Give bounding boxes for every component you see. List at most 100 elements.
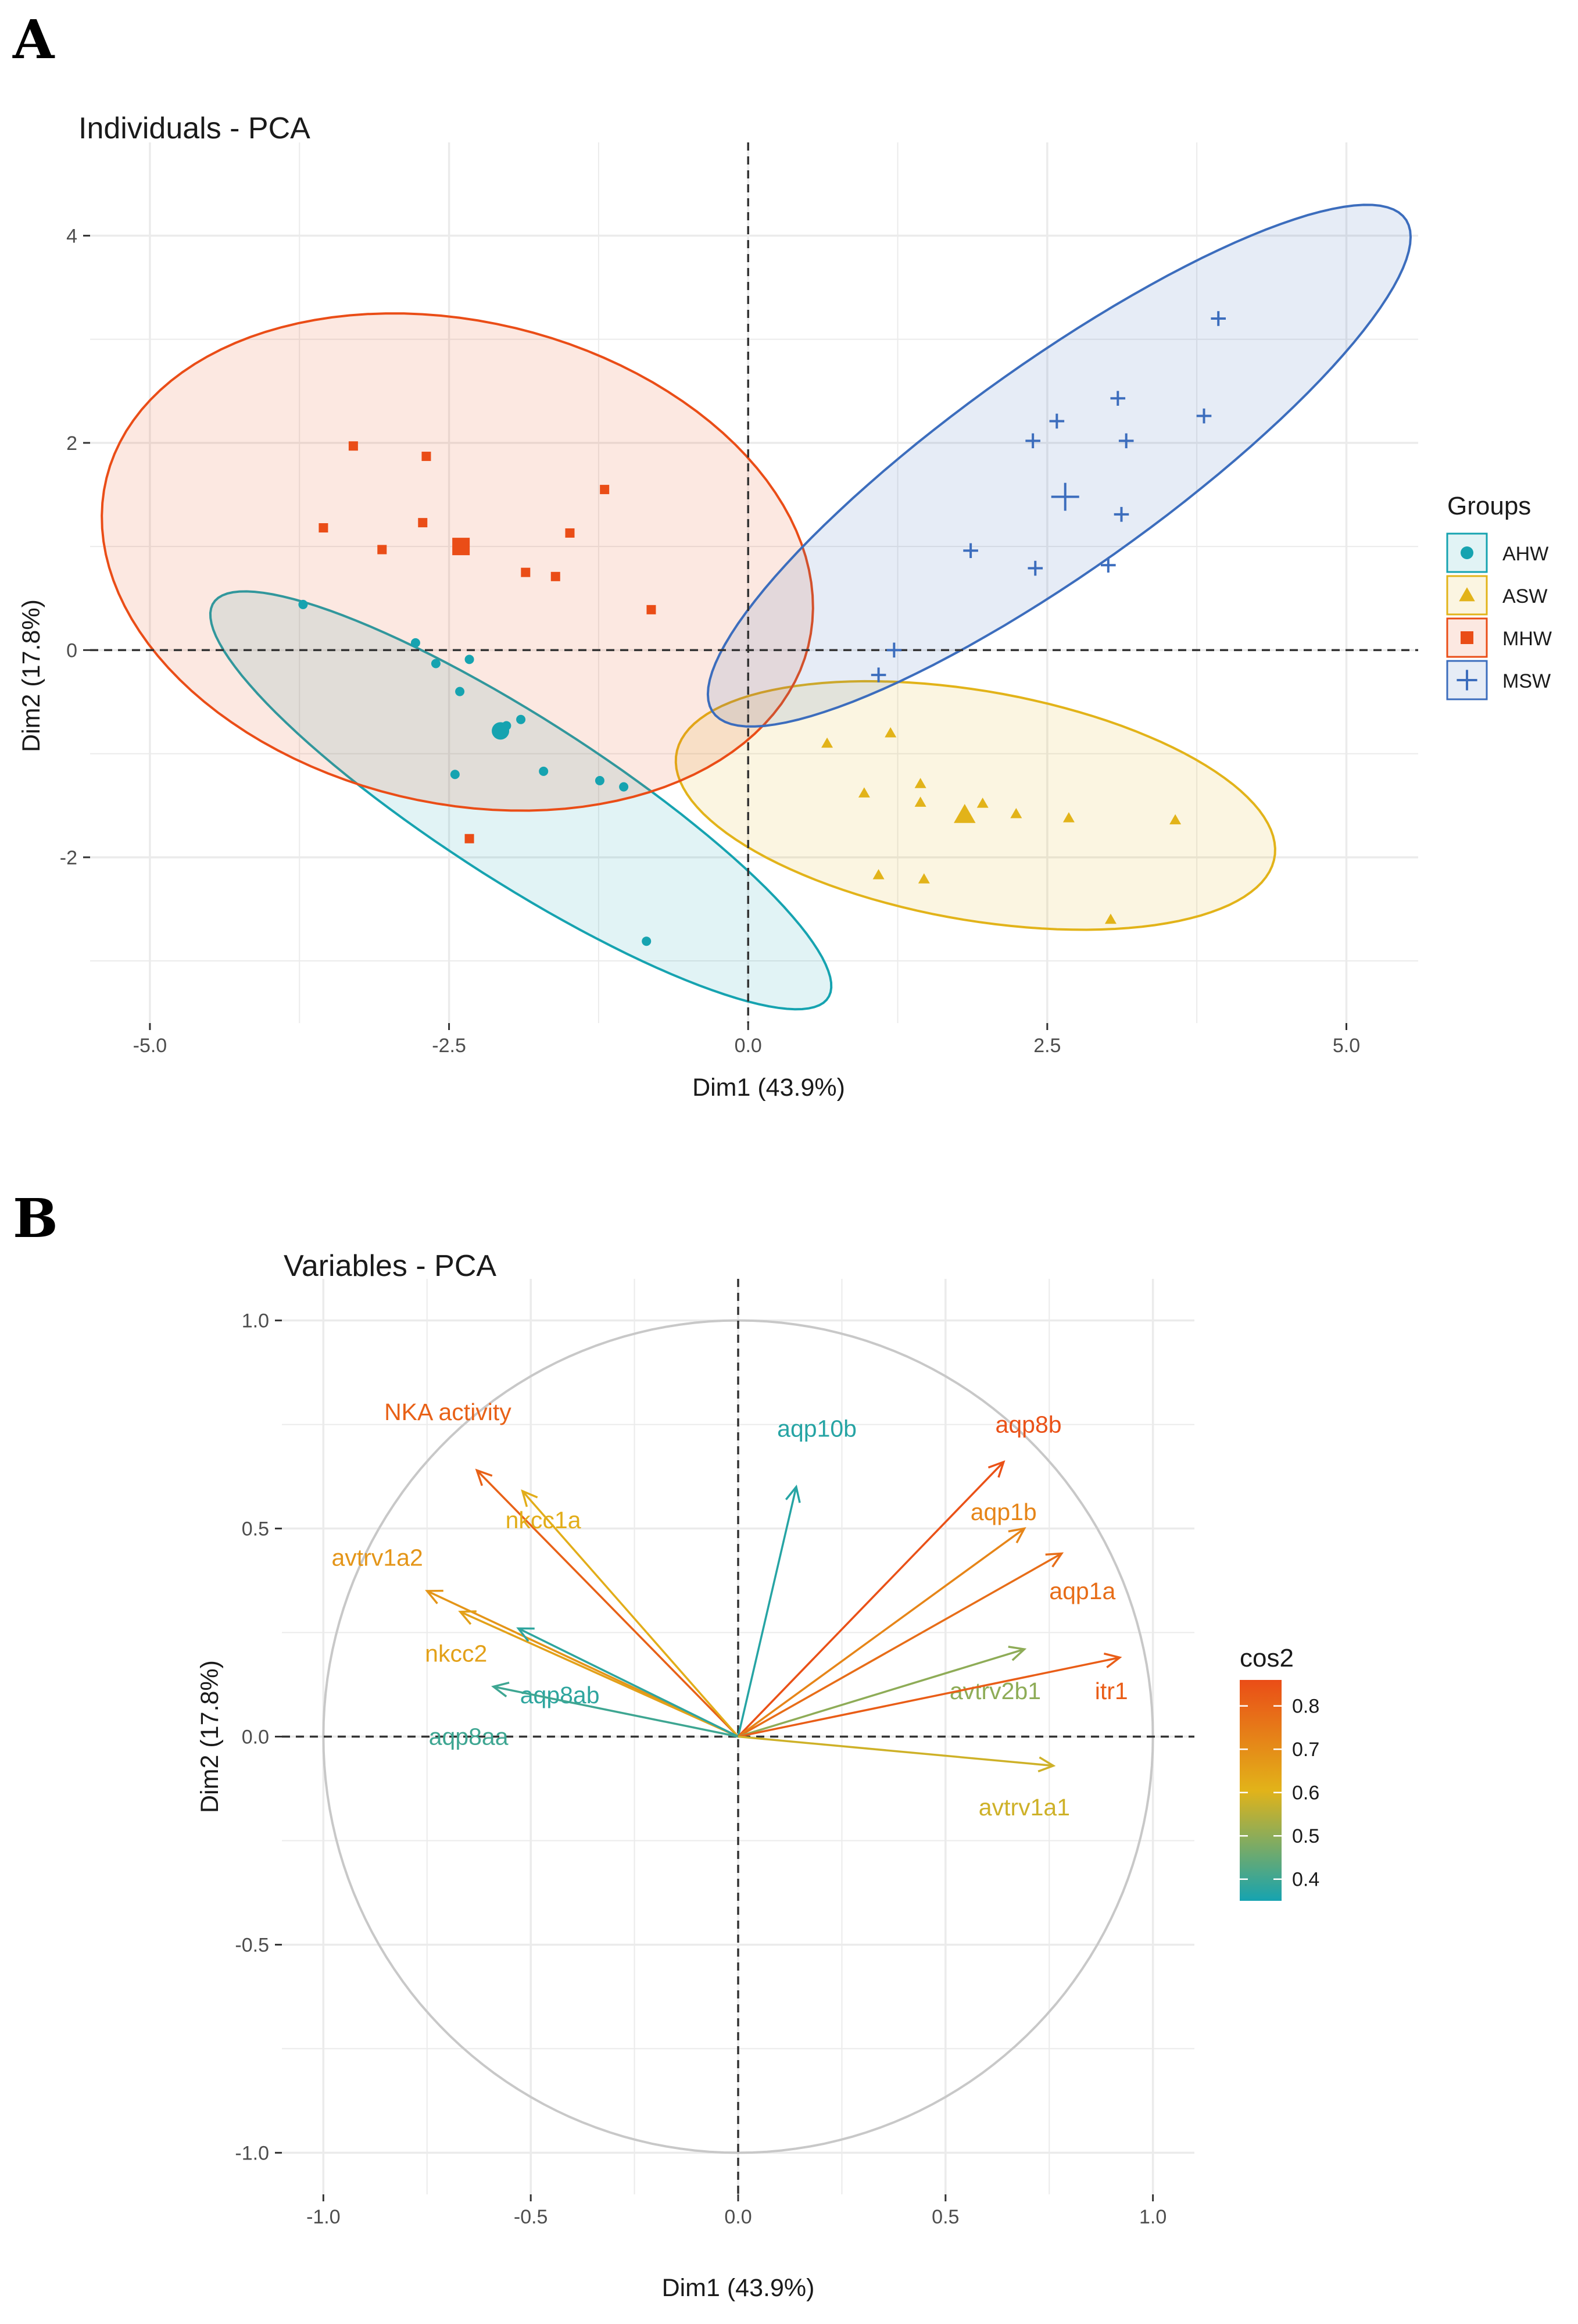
colorbar-tick-label: 0.7 (1292, 1739, 1319, 1761)
variable-label: NKA activity (384, 1399, 511, 1425)
individuals-pca-chart: -5.0 -2.5 0.0 2.5 5.0 -2 0 2 4 Dim1 (43.9%) Dim2 (… (17, 112, 1552, 1102)
x-tick-label: -0.5 (514, 2206, 548, 2228)
arrow-shaft (493, 1685, 739, 1738)
point-ahw (450, 770, 460, 780)
colorbar-tick-label: 0.5 (1292, 1825, 1319, 1847)
point-msw (1211, 311, 1226, 326)
point-ahw (516, 714, 526, 724)
variable-aqp1b: aqp1b (737, 1499, 1037, 1737)
arrow-shaft (517, 1627, 739, 1738)
y-axis-title: Dim2 (17.8%) (196, 1660, 224, 1813)
arrow-shaft (737, 1528, 1025, 1737)
variable-label: aqp1a (1049, 1578, 1115, 1604)
point-mhw (421, 452, 431, 462)
x-tick-label: -5.0 (133, 1035, 167, 1057)
variable-aqp1a: aqp1a (738, 1552, 1116, 1738)
panel-letter-b: B (13, 1187, 58, 1250)
arrow-shaft (738, 1648, 1025, 1738)
variable-label: aqp8b (996, 1411, 1062, 1438)
point-mhw (348, 441, 358, 451)
point-msw (963, 543, 978, 559)
arrow-head (475, 1468, 493, 1486)
point-ahw (298, 599, 308, 609)
point-mhw (600, 485, 610, 495)
ellipse-mhw (101, 312, 814, 812)
chart-title: Variables - PCA (284, 1249, 496, 1283)
variables-pca-chart: NKA activity nkcc1a avtrv1a2 nkcc2 aqp8ab aqp… (196, 1249, 1319, 2302)
variable-itr1: itr1 (738, 1652, 1128, 1738)
arrow-head (785, 1485, 801, 1503)
point-ahw (642, 936, 652, 946)
point-msw (871, 667, 886, 682)
variable-avtrv2b1: avtrv2b1 (738, 1646, 1041, 1738)
variable-aqp8ab: aqp8ab (516, 1627, 739, 1738)
y-tick-label: 0.5 (242, 1518, 269, 1540)
centroid-asw (954, 803, 976, 823)
arrow-shaft (521, 1490, 739, 1737)
point-mhw (418, 518, 428, 528)
arrow-shaft (738, 1656, 1120, 1738)
point-asw (976, 798, 989, 808)
y-tick-label: -0.5 (235, 1934, 269, 1956)
variable-avtrv1a2: avtrv1a2 (332, 1544, 739, 1738)
point-asw (872, 869, 885, 879)
y-tick-label: 2 (66, 432, 77, 455)
variable-avtrv1a1: avtrv1a1 (738, 1735, 1070, 1821)
x-axis-title: Dim1 (43.9%) (692, 1074, 845, 1102)
chart-title: Individuals - PCA (78, 112, 310, 145)
point-asw (1169, 814, 1182, 825)
point-ahw (595, 775, 604, 785)
legend-label: ASW (1502, 585, 1547, 607)
arrow-shaft (737, 1486, 797, 1737)
arrow-head (491, 1682, 510, 1697)
point-msw (886, 642, 902, 658)
arrow-head (1008, 1527, 1026, 1544)
point-mhw (377, 545, 387, 555)
y-tick-label: 0 (66, 639, 77, 662)
y-tick-label: -1.0 (235, 2142, 269, 2164)
y-tick-label: 1.0 (242, 1310, 269, 1332)
variable-label: aqp10b (777, 1415, 857, 1442)
variable-label: aqp8aa (429, 1724, 509, 1750)
variable-nkcc2: nkcc2 (425, 1610, 739, 1738)
point-ahw (619, 782, 629, 792)
point-asw (885, 727, 897, 738)
x-tick-label: 0.0 (735, 1035, 762, 1057)
variable-aqp8b: aqp8b (737, 1411, 1062, 1737)
arrow-head (1008, 1646, 1027, 1661)
x-tick-label: 5.0 (1333, 1035, 1360, 1057)
legend-label: MSW (1502, 670, 1551, 692)
point-ahw (455, 687, 465, 696)
point-mhw (464, 834, 474, 843)
variable-aqp10b: aqp10b (737, 1415, 857, 1737)
correlation-circle (322, 1319, 1154, 2154)
arrow-shaft (476, 1470, 739, 1737)
x-tick-label: 0.5 (932, 2206, 959, 2228)
y-axis-title: Dim2 (17.8%) (17, 599, 45, 752)
point-ahw (464, 655, 474, 664)
point-asw (914, 778, 926, 788)
y-tick-label: 0.0 (242, 1726, 269, 1749)
point-mhw (319, 523, 328, 533)
point-mhw (565, 528, 575, 538)
arrow-head (425, 1589, 443, 1604)
arrow-head (1037, 1756, 1056, 1773)
point-mhw (646, 605, 656, 614)
legend: Groups AHW ASW MHW MSW (1446, 492, 1552, 700)
point-asw (1010, 807, 1022, 818)
point-msw (1025, 433, 1040, 449)
arrow-head (458, 1610, 477, 1625)
y-tick-label: 4 (66, 225, 77, 247)
arrow-head (1045, 1552, 1064, 1568)
ellipse-ahw (209, 590, 833, 1011)
colorbar-tick-label: 0.6 (1292, 1782, 1319, 1804)
legend-label: AHW (1502, 543, 1548, 565)
point-ahw (410, 638, 420, 648)
legend-item-asw: ASW (1446, 575, 1547, 616)
x-axis-title: Dim1 (43.9%) (662, 2274, 815, 2302)
variable-label: avtrv1a2 (332, 1544, 423, 1571)
centroid-msw (1051, 482, 1079, 511)
variable-label: nkcc2 (425, 1640, 487, 1667)
point-msw (1049, 413, 1065, 429)
